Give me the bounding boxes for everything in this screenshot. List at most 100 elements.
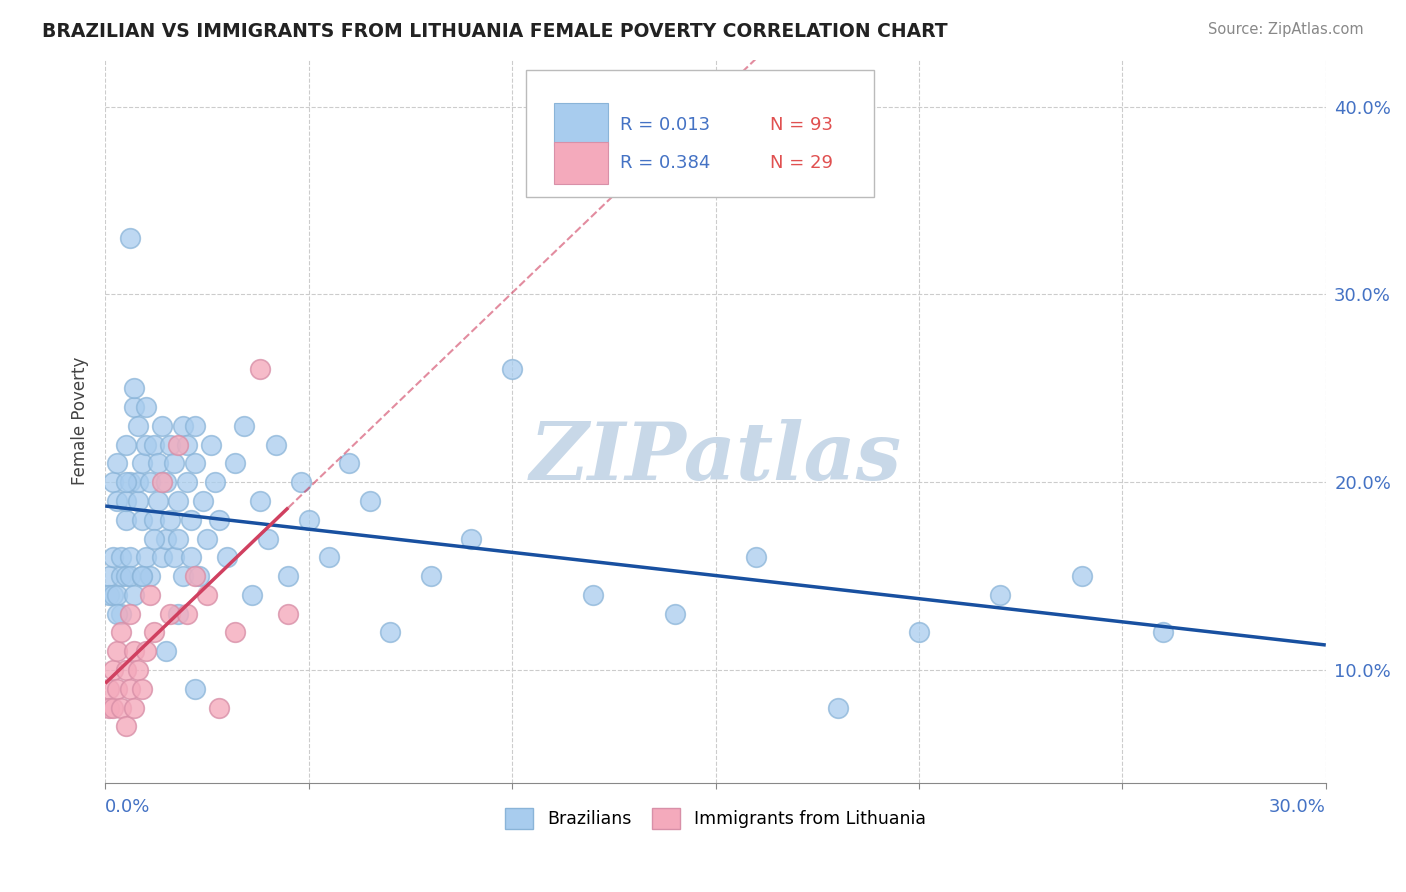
Point <box>107 457 129 471</box>
Point <box>110 700 132 714</box>
Point <box>103 663 125 677</box>
Point <box>378 625 401 640</box>
Point <box>183 457 205 471</box>
Point <box>208 513 231 527</box>
Point <box>150 550 173 565</box>
Point <box>582 588 605 602</box>
Point <box>110 625 132 640</box>
Point <box>114 663 136 677</box>
Text: N = 93: N = 93 <box>770 116 834 134</box>
Point <box>183 569 205 583</box>
Point <box>107 607 129 621</box>
Point <box>277 569 299 583</box>
Text: 30.0%: 30.0% <box>1270 797 1326 815</box>
Point <box>139 588 162 602</box>
Point <box>135 400 157 414</box>
Point <box>159 437 181 451</box>
Point <box>208 700 231 714</box>
Point <box>131 513 153 527</box>
Point <box>155 644 177 658</box>
Point <box>107 588 129 602</box>
Point <box>122 588 145 602</box>
Text: ZIPatlas: ZIPatlas <box>530 418 901 496</box>
Point <box>118 475 141 490</box>
Point <box>159 513 181 527</box>
Point <box>118 569 141 583</box>
Point <box>908 625 931 640</box>
Point <box>114 494 136 508</box>
Y-axis label: Female Poverty: Female Poverty <box>72 357 89 485</box>
Point <box>122 381 145 395</box>
Point <box>118 550 141 565</box>
Point <box>143 532 166 546</box>
Point <box>159 607 181 621</box>
Point <box>200 437 222 451</box>
Point <box>501 362 523 376</box>
Point <box>232 418 254 433</box>
Point <box>118 607 141 621</box>
Text: N = 29: N = 29 <box>770 154 834 172</box>
Point <box>110 569 132 583</box>
Legend: Brazilians, Immigrants from Lithuania: Brazilians, Immigrants from Lithuania <box>498 802 932 836</box>
Text: R = 0.013: R = 0.013 <box>620 116 710 134</box>
Point <box>204 475 226 490</box>
Point <box>127 494 149 508</box>
FancyBboxPatch shape <box>554 142 607 185</box>
Point <box>146 457 169 471</box>
Point <box>131 681 153 696</box>
Point <box>359 494 381 508</box>
Point <box>103 550 125 565</box>
Point <box>98 569 121 583</box>
Point <box>277 607 299 621</box>
Point <box>107 681 129 696</box>
Point <box>98 588 121 602</box>
Point <box>180 513 202 527</box>
Point <box>187 569 209 583</box>
Point <box>827 700 849 714</box>
Point <box>298 513 321 527</box>
Point <box>114 569 136 583</box>
Point <box>167 532 190 546</box>
Point <box>143 437 166 451</box>
Point <box>155 475 177 490</box>
Point <box>183 418 205 433</box>
Point <box>257 532 280 546</box>
Point <box>110 607 132 621</box>
Point <box>122 644 145 658</box>
Point <box>419 569 441 583</box>
Point <box>146 494 169 508</box>
Point <box>191 494 214 508</box>
Point <box>131 569 153 583</box>
Point <box>98 700 121 714</box>
Point <box>114 513 136 527</box>
Point <box>155 532 177 546</box>
Point <box>195 532 218 546</box>
Point <box>139 475 162 490</box>
Point <box>135 550 157 565</box>
Point <box>249 494 271 508</box>
Point <box>143 625 166 640</box>
Point <box>103 588 125 602</box>
Point <box>127 663 149 677</box>
Point <box>114 475 136 490</box>
Point <box>664 607 686 621</box>
Point <box>131 457 153 471</box>
Point <box>318 550 340 565</box>
Point <box>217 550 239 565</box>
Point <box>224 625 246 640</box>
Point <box>135 437 157 451</box>
Text: R = 0.384: R = 0.384 <box>620 154 710 172</box>
Point <box>172 418 194 433</box>
Point <box>249 362 271 376</box>
Point <box>290 475 312 490</box>
Point <box>460 532 482 546</box>
Point <box>172 569 194 583</box>
Point <box>135 644 157 658</box>
Point <box>122 700 145 714</box>
Point <box>745 550 768 565</box>
Point <box>176 475 198 490</box>
Point <box>114 719 136 733</box>
Point <box>139 569 162 583</box>
Text: 0.0%: 0.0% <box>105 797 150 815</box>
Point <box>103 475 125 490</box>
